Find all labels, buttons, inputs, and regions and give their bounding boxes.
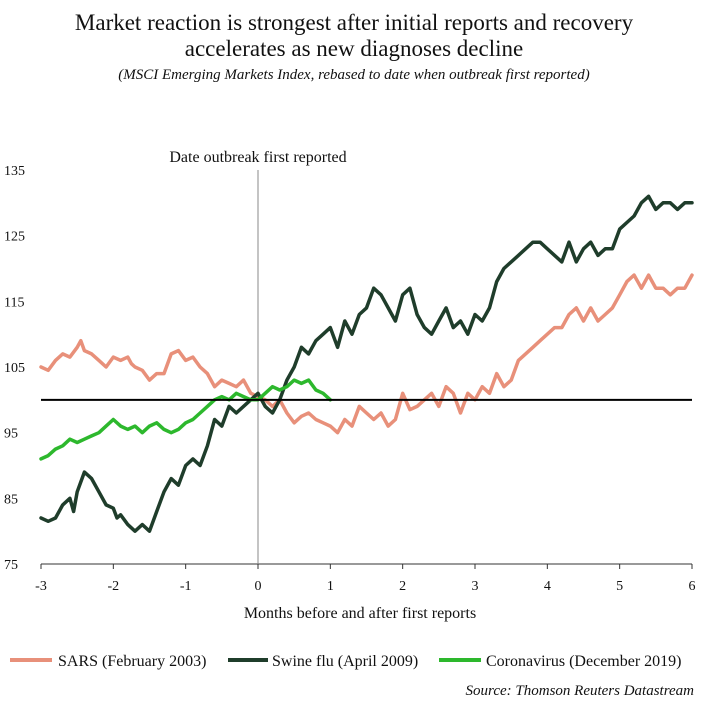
legend-label-sars: SARS (February 2003) [58,653,206,670]
legend-label-swine-flu: Swine flu (April 2009) [272,653,418,670]
y-tick-label: 125 [4,230,25,245]
x-tick-label: 4 [544,579,551,594]
series-line-coronavirus [39,378,333,461]
chart-subtitle: (MSCI Emerging Markets Index, rebased to… [118,67,589,83]
x-tick-label: -1 [180,579,192,594]
y-tick-label: 115 [4,295,24,310]
x-tick-label: -3 [35,579,47,594]
outbreak-annotation: Date outbreak first reported [169,149,346,166]
series-line-sars [39,273,694,435]
x-tick-label: -2 [107,579,119,594]
legend: SARS (February 2003) Swine flu (April 20… [10,653,682,670]
plot-area: -3 -2 -1 0 1 2 3 4 5 6 75 85 95 105 115 125 135 [4,164,696,594]
x-tick-label: 5 [616,579,623,594]
legend-label-coronavirus: Coronavirus (December 2019) [486,653,682,670]
source-note: Source: Thomson Reuters Datastream [466,683,695,699]
x-tick-label: 3 [472,579,479,594]
x-tick-label: 6 [689,579,696,594]
chart-title-line-1: Market reaction is strongest after initi… [75,10,634,35]
x-axis-title: Months before and after first reports [244,605,476,622]
y-tick-label: 95 [4,427,18,442]
x-tick-label: 2 [399,579,406,594]
x-tick-label: 1 [327,579,334,594]
chart-title-line-2: accelerates as new diagnoses decline [185,36,523,61]
y-tick-label: 85 [4,492,18,507]
series-line-swine-flu [39,194,694,533]
x-tick-label: 0 [255,579,262,594]
y-tick-label: 135 [4,164,25,179]
y-tick-label: 105 [4,361,25,376]
y-tick-label: 75 [4,558,18,573]
